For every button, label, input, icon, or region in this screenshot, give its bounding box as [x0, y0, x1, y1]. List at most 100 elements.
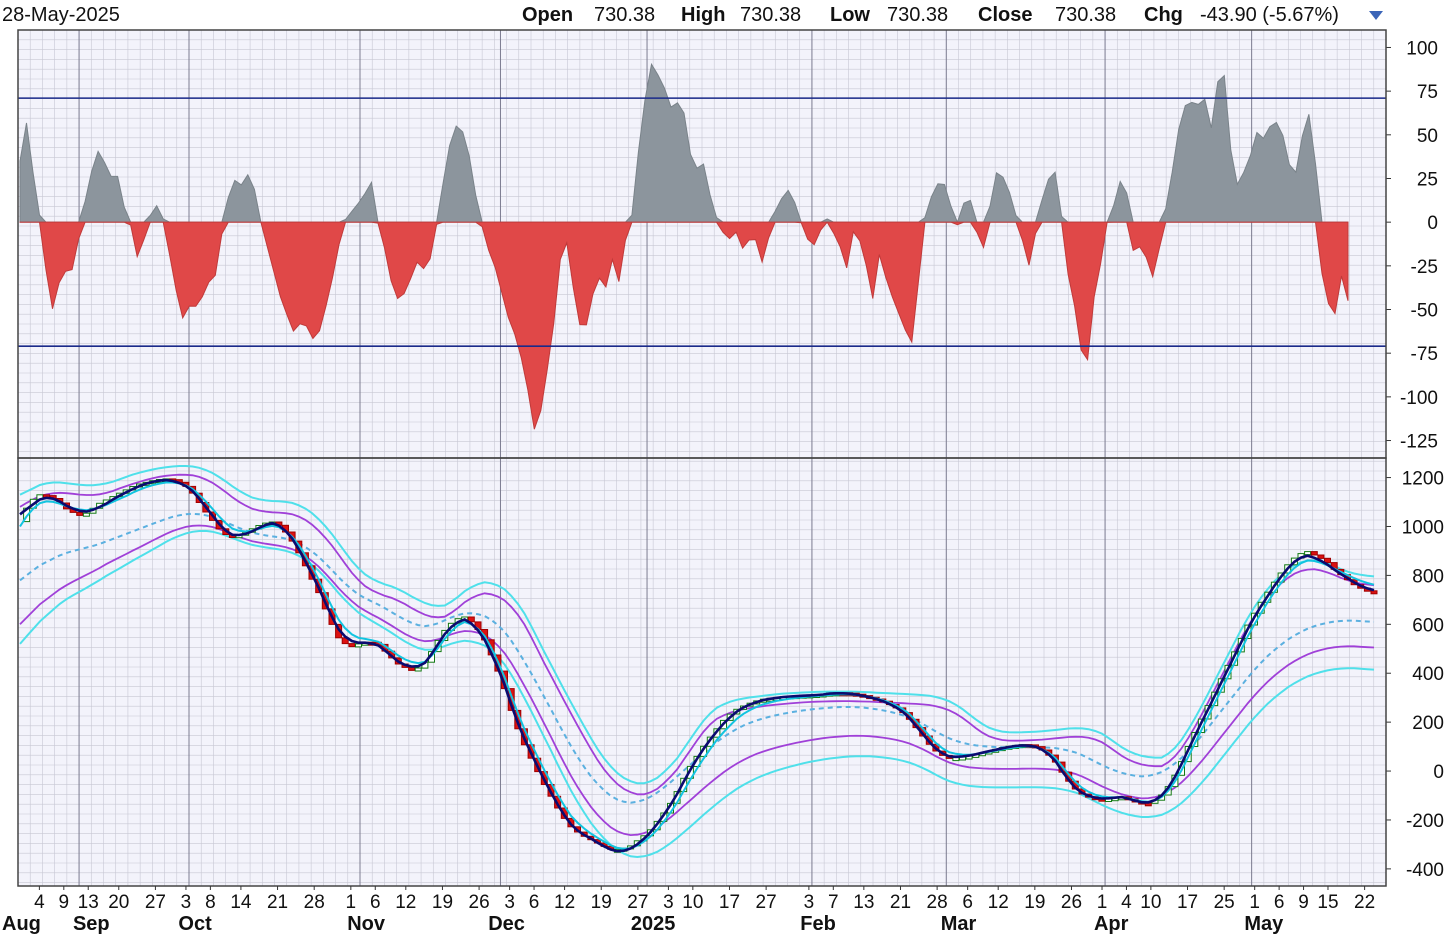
x-day-tick-label: 1: [346, 892, 357, 913]
oscillator-negative-area: [19, 221, 1349, 430]
x-month-label: Nov: [347, 913, 386, 935]
oscillator-y-tick-label: 75: [1417, 82, 1438, 103]
price-candle: [1370, 590, 1378, 595]
price-candle: [348, 643, 356, 648]
price-candle: [76, 511, 84, 516]
high-label: High: [681, 4, 726, 26]
x-day-tick-label: 12: [554, 892, 575, 913]
price-candle: [408, 666, 416, 671]
price-panel-border: [17, 457, 1387, 887]
x-month-label: Sep: [73, 913, 110, 935]
x-day-tick-label: 10: [1140, 892, 1161, 913]
price-candle: [414, 667, 422, 672]
open-label: Open: [522, 4, 574, 26]
series-line-band_outer_upper: [19, 465, 1375, 785]
x-day-tick-label: 28: [304, 892, 325, 913]
x-day-tick-label: 13: [853, 892, 874, 913]
x-day-tick-label: 27: [756, 892, 777, 913]
series-line-band_inner_upper: [19, 473, 1375, 796]
price-candle: [467, 616, 475, 623]
x-day-tick-label: 6: [529, 892, 540, 913]
x-day-tick-label: 9: [1298, 892, 1309, 913]
x-day-tick-label: 3: [504, 892, 515, 913]
x-month-label: 2025: [631, 913, 676, 935]
x-day-tick-label: 17: [719, 892, 740, 913]
price-y-tick-label: 400: [1412, 664, 1444, 685]
x-day-tick-label: 6: [1274, 892, 1285, 913]
price-candle: [1317, 554, 1325, 559]
chg-label: Chg: [1144, 4, 1183, 26]
x-day-tick-label: 1: [1249, 892, 1260, 913]
x-day-tick-label: 12: [395, 892, 416, 913]
x-day-tick-label: 14: [230, 892, 252, 913]
close-label: Close: [978, 4, 1033, 26]
x-day-tick-label: 6: [370, 892, 381, 913]
x-day-tick-label: 8: [205, 892, 216, 913]
quote-header: 28-May-2025 Open 730.38 High 730.38 Low …: [0, 0, 1456, 30]
x-day-tick-label: 7: [828, 892, 839, 913]
close-value: 730.38: [1055, 4, 1117, 26]
oscillator-y-tick-label: -125: [1400, 432, 1438, 453]
oscillator-y-tick-label: -75: [1411, 344, 1438, 365]
price-candle: [1304, 551, 1312, 556]
x-day-tick-label: 3: [181, 892, 192, 913]
price-y-tick-label: 800: [1412, 566, 1444, 587]
x-day-tick-label: 26: [469, 892, 490, 913]
chg-value: -43.90 (-5.67%): [1200, 4, 1339, 26]
low-value: 730.38: [887, 4, 949, 26]
x-month-label: Feb: [800, 913, 836, 935]
x-day-tick-label: 13: [78, 892, 99, 913]
x-day-tick-label: 15: [1317, 892, 1338, 913]
series-line-band_inner_lower: [19, 524, 1375, 837]
x-day-tick-label: 21: [890, 892, 911, 913]
price-y-tick-label: 200: [1412, 713, 1444, 734]
series-line-band_outer_lower: [19, 529, 1375, 859]
x-month-label: Mar: [941, 913, 977, 935]
x-month-label: Aug: [2, 913, 41, 935]
oscillator-y-tick-label: -100: [1400, 388, 1438, 409]
oscillator-y-tick-label: 0: [1427, 213, 1438, 234]
x-day-tick-label: 9: [59, 892, 70, 913]
quote-date: 28-May-2025: [2, 4, 120, 26]
price-y-tick-label: -200: [1406, 811, 1444, 832]
x-day-tick-label: 17: [1177, 892, 1198, 913]
price-candle: [1324, 557, 1331, 564]
x-day-tick-label: 19: [432, 892, 453, 913]
x-month-label: May: [1244, 913, 1284, 935]
x-month-label: Apr: [1094, 913, 1129, 935]
x-day-tick-label: 25: [1214, 892, 1235, 913]
x-day-tick-label: 27: [145, 892, 166, 913]
oscillator-y-tick-label: 25: [1417, 169, 1438, 190]
oscillator-y-tick-label: 50: [1417, 126, 1438, 147]
series-line-fast_ma: [19, 478, 1375, 853]
open-value: 730.38: [594, 4, 656, 26]
x-day-tick-label: 3: [663, 892, 674, 913]
price-y-tick-label: 1000: [1402, 517, 1444, 538]
price-y-tick-label: -400: [1406, 860, 1444, 881]
x-day-tick-label: 1: [1097, 892, 1108, 913]
x-day-tick-label: 27: [627, 892, 648, 913]
price-y-tick-label: 1200: [1402, 469, 1444, 490]
oscillator-y-tick-label: -50: [1411, 301, 1438, 322]
oscillator-y-tick-label: 100: [1406, 38, 1438, 59]
high-value: 730.38: [740, 4, 802, 26]
price-y-tick-label: 600: [1412, 615, 1444, 636]
x-day-tick-label: 26: [1061, 892, 1082, 913]
x-day-tick-label: 19: [1024, 892, 1045, 913]
chevron-down-icon[interactable]: [1368, 10, 1384, 22]
price-candle: [1310, 551, 1318, 556]
x-month-label: Oct: [178, 913, 212, 935]
x-day-tick-label: 20: [108, 892, 129, 913]
x-day-tick-label: 22: [1354, 892, 1375, 913]
x-day-tick-label: 4: [1121, 892, 1132, 913]
x-day-tick-label: 6: [962, 892, 973, 913]
price-candle: [82, 512, 90, 517]
price-y-tick-label: 0: [1433, 762, 1444, 783]
x-day-tick-label: 10: [682, 892, 703, 913]
x-day-tick-label: 3: [804, 892, 815, 913]
price-candle: [355, 643, 362, 648]
low-label: Low: [830, 4, 870, 26]
x-month-label: Dec: [488, 913, 525, 935]
x-day-tick-label: 12: [988, 892, 1009, 913]
